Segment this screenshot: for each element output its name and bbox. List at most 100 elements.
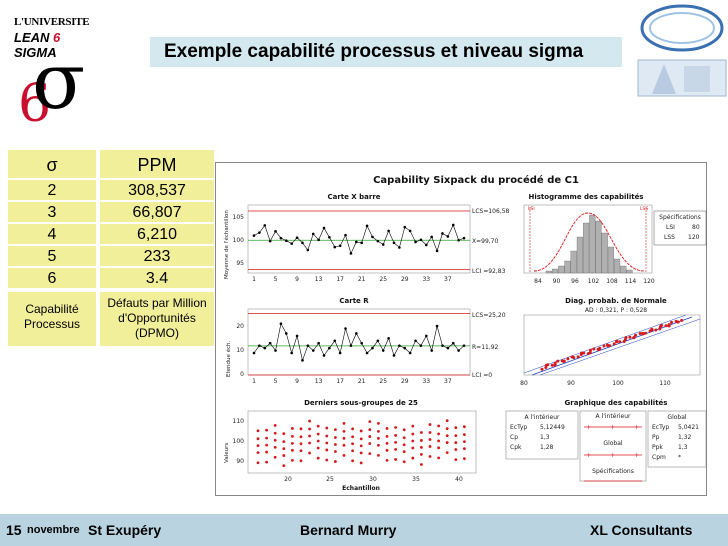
r-series-line — [253, 322, 465, 362]
xbar-point — [430, 235, 433, 239]
last25-point — [402, 460, 406, 464]
xbar-ytick: 100 — [233, 237, 245, 244]
probplot-xtick: 90 — [567, 380, 575, 387]
xbar-point — [419, 238, 423, 242]
xbar-point — [425, 243, 428, 247]
page-title: Exemple capabilité processus et niveau s… — [164, 41, 584, 62]
probplot-point — [588, 351, 592, 355]
r-xtick: 21 — [358, 378, 366, 385]
r-title: Carte R — [339, 297, 369, 305]
probplot-point — [592, 347, 596, 351]
last25-xtick: 25 — [326, 476, 334, 483]
probplot-point — [588, 348, 592, 352]
histogram-usl-label: LSS — [640, 206, 648, 212]
r-lcl-label: LCI =0 — [472, 372, 492, 379]
xbar-point — [392, 241, 396, 245]
last25-point — [342, 422, 346, 425]
xbar-frame — [247, 204, 471, 274]
within-stat-value: 5,12449 — [540, 424, 565, 431]
sigma-value: 3 — [8, 202, 96, 224]
spec-lsi-value: 80 — [692, 224, 700, 231]
last25-point — [334, 443, 337, 446]
r-point — [457, 349, 460, 352]
r-point — [441, 344, 444, 347]
capability-histogram: Histogramme des capabilités LSI LSS 84 90… — [523, 193, 707, 285]
histogram-xtick: 114 — [625, 278, 637, 285]
last25-point — [325, 458, 329, 462]
last25-point — [445, 427, 449, 431]
last25-point — [291, 448, 294, 452]
probplot-xtick: 80 — [520, 380, 528, 387]
xbar-point — [403, 225, 407, 229]
last25-xtick: 40 — [455, 476, 463, 483]
histogram-bar — [576, 236, 583, 274]
capplot-title: Graphique des capabilités — [565, 399, 668, 407]
probplot-point — [602, 344, 606, 348]
last25-point — [325, 448, 329, 452]
r-xtick: 17 — [336, 378, 344, 385]
last25-point — [454, 426, 458, 430]
overall-stat-value: 1,3 — [678, 444, 688, 451]
last25-point — [411, 456, 415, 460]
r-xtick: 37 — [444, 378, 452, 385]
overall-stat-value: * — [678, 454, 681, 461]
universite-lean-six-sigma-logo: L'UNIVERSITE LEAN 6 SIGMA 6 σ — [14, 12, 100, 134]
xbar-point — [457, 238, 460, 242]
xbar-xtick: 21 — [358, 276, 366, 283]
r-xtick: 13 — [315, 378, 323, 385]
r-points — [252, 322, 466, 362]
last25-point — [402, 443, 406, 447]
last25-xtick: 35 — [412, 476, 420, 483]
ppm-value: 6,210 — [100, 224, 214, 246]
histogram-xtick: 102 — [588, 278, 600, 285]
xbar-lcl-label: LCI =92,83 — [472, 268, 506, 275]
xbar-point — [301, 241, 304, 245]
r-xtick: 1 — [252, 378, 256, 385]
r-point — [387, 337, 390, 340]
last25-point — [454, 441, 458, 444]
xbar-xticks: 1 5 9 13 17 21 25 29 33 37 — [252, 276, 452, 283]
probplot-point — [553, 361, 557, 365]
last25-point — [282, 432, 286, 436]
r-point — [398, 344, 401, 347]
logo-six-word: 6 — [53, 30, 61, 45]
last25-point — [291, 441, 294, 445]
last25-point — [334, 436, 337, 439]
last25-point — [334, 460, 337, 463]
r-point — [279, 322, 283, 325]
xbar-point — [360, 241, 363, 245]
xbar-point — [317, 238, 320, 242]
r-xticks: 1 5 9 13 17 21 25 29 33 37 — [252, 378, 452, 385]
sigma-value: 2 — [8, 180, 96, 202]
logo-big-sigma: σ — [32, 37, 86, 127]
probplot-point — [618, 340, 622, 344]
probplot-ci-line — [523, 314, 687, 374]
spec-lss-label: LSS — [664, 234, 675, 241]
last25-point — [359, 451, 363, 455]
sigma-value: 6 — [8, 268, 96, 290]
probplot-point — [582, 351, 586, 355]
xbar-point — [279, 236, 283, 240]
xbar-points — [252, 223, 466, 255]
xbar-ylabel: Moyenne de l'échantillon — [223, 210, 230, 279]
probplot-points — [540, 318, 684, 371]
overall-stat-value: 5,0421 — [678, 424, 699, 431]
logo-sigma-word: SIGMA — [14, 45, 57, 60]
last25-point — [342, 429, 346, 433]
logo-lean-word: LEAN — [14, 30, 50, 45]
capplot-bar-label: A l'intérieur — [596, 413, 631, 420]
table-footer-row: Capabilité Processus Défauts par Million… — [8, 292, 214, 348]
last25-point — [420, 446, 423, 449]
r-point — [344, 327, 347, 330]
capplot-marker: + — [586, 452, 591, 459]
last25-point — [256, 451, 260, 455]
last25-ytick: 90 — [236, 458, 244, 465]
r-point — [252, 351, 256, 355]
probplot-point — [598, 346, 602, 350]
overall-stat-key: Cpm — [652, 454, 666, 461]
capplot-bar-label: Global — [603, 440, 622, 447]
last25-point — [351, 459, 354, 463]
xbar-point — [258, 231, 261, 234]
last25-point — [265, 460, 268, 464]
xbar-xtick: 25 — [379, 276, 387, 283]
